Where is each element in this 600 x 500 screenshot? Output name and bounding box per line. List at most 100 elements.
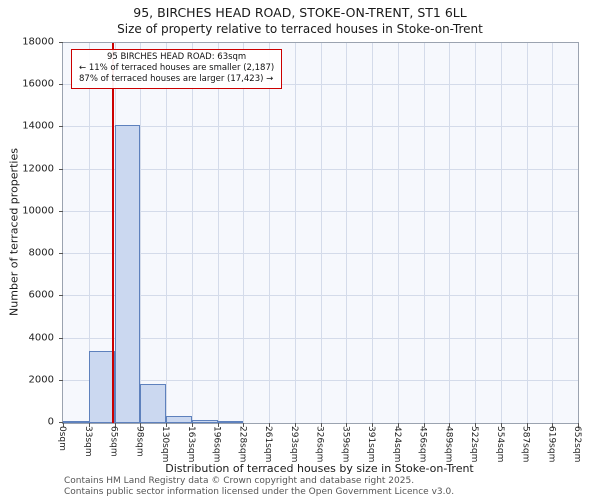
v-gridline bbox=[320, 43, 322, 423]
x-tick-label: 587sqm bbox=[520, 426, 531, 463]
v-gridline bbox=[140, 43, 142, 423]
annotation-line-3: 87% of terraced houses are larger (17,42… bbox=[79, 74, 274, 84]
v-gridline bbox=[372, 43, 373, 423]
x-tick-mark bbox=[166, 423, 167, 427]
x-tick-mark bbox=[294, 423, 296, 427]
x-tick-mark bbox=[320, 423, 322, 427]
v-gridline bbox=[166, 43, 167, 423]
y-tick-mark bbox=[59, 337, 63, 339]
y-tick-mark bbox=[59, 210, 63, 212]
x-tick-label: 130sqm bbox=[160, 426, 170, 463]
x-tick-mark bbox=[243, 423, 245, 427]
footer-line-1: Contains HM Land Registry data © Crown c… bbox=[64, 476, 415, 486]
plot-area: 95 BIRCHES HEAD ROAD: 63sqm ← 11% of ter… bbox=[59, 42, 579, 427]
y-tick-label: 14000 bbox=[22, 120, 54, 132]
annotation-line-2: ← 11% of terraced houses are smaller (2,… bbox=[79, 63, 275, 73]
x-tick-mark bbox=[191, 423, 193, 427]
annotation-box: 95 BIRCHES HEAD ROAD: 63sqm ← 11% of ter… bbox=[71, 49, 283, 89]
y-tick-mark bbox=[59, 422, 63, 423]
y-tick-label: 12000 bbox=[22, 163, 54, 175]
property-marker-line bbox=[111, 43, 114, 423]
y-tick-label: 2000 bbox=[28, 374, 54, 386]
x-tick-label: 293sqm bbox=[288, 426, 299, 463]
x-tick-mark bbox=[552, 423, 554, 427]
histogram-bar bbox=[63, 421, 89, 423]
v-gridline bbox=[423, 43, 425, 423]
x-tick-mark bbox=[217, 423, 219, 427]
x-tick-label: 0sqm bbox=[57, 426, 67, 451]
x-tick-mark bbox=[423, 423, 425, 427]
v-gridline bbox=[88, 43, 90, 423]
histogram-bar bbox=[217, 421, 244, 423]
footer-line-2: Contains public sector information licen… bbox=[64, 486, 455, 497]
x-tick-mark bbox=[88, 423, 90, 427]
chart-title: 95, BIRCHES HEAD ROAD, STOKE-ON-TRENT, S… bbox=[133, 5, 467, 20]
x-tick-mark bbox=[269, 423, 270, 427]
v-gridline bbox=[500, 43, 502, 423]
x-tick-mark bbox=[578, 423, 579, 427]
x-tick-label: 489sqm bbox=[443, 426, 454, 463]
x-tick-label: 65sqm bbox=[108, 426, 119, 457]
v-gridline bbox=[346, 43, 348, 423]
x-tick-label: 522sqm bbox=[469, 426, 479, 463]
histogram-bar bbox=[166, 415, 192, 423]
x-tick-mark bbox=[114, 423, 116, 427]
y-axis-ticks: 0 2000 4000 6000 8000 10000 12000 14000 16000 180… bbox=[0, 37, 58, 428]
x-tick-label: 163sqm bbox=[185, 426, 196, 463]
v-gridline bbox=[269, 43, 270, 423]
y-tick-label: 10000 bbox=[22, 205, 54, 217]
x-tick-label: 619sqm bbox=[546, 426, 557, 463]
x-tick-mark bbox=[63, 423, 64, 427]
y-tick-mark bbox=[59, 126, 63, 128]
y-tick-mark bbox=[59, 253, 63, 255]
x-tick-label: 196sqm bbox=[211, 426, 222, 463]
y-tick-label: 6000 bbox=[28, 289, 54, 301]
x-tick-label: 652sqm bbox=[572, 426, 582, 463]
x-tick-label: 261sqm bbox=[263, 426, 273, 463]
x-tick-mark bbox=[372, 423, 373, 427]
y-tick-label: 0 bbox=[47, 416, 54, 428]
v-gridline bbox=[526, 43, 528, 423]
y-tick-mark bbox=[59, 42, 63, 43]
x-axis-label: Distribution of terraced houses by size … bbox=[165, 462, 474, 475]
x-tick-label: 326sqm bbox=[314, 426, 325, 463]
chart-subtitle: Size of property relative to terraced ho… bbox=[117, 22, 483, 36]
x-tick-label: 33sqm bbox=[82, 426, 93, 457]
x-tick-mark bbox=[140, 423, 142, 427]
histogram-bar bbox=[88, 351, 115, 423]
x-tick-label: 359sqm bbox=[340, 426, 351, 463]
x-axis-ticks: 0sqm 33sqm 65sqm 98sqm 130sqm 163sqm 196sqm 228… bbox=[57, 424, 582, 463]
v-gridline bbox=[449, 43, 451, 423]
footer: Contains HM Land Registry data © Crown c… bbox=[64, 476, 454, 497]
x-tick-mark bbox=[397, 423, 399, 427]
y-tick-label: 16000 bbox=[22, 78, 54, 90]
x-tick-mark bbox=[346, 423, 348, 427]
y-tick-label: 18000 bbox=[22, 36, 54, 48]
x-tick-mark bbox=[449, 423, 451, 427]
v-gridline bbox=[397, 43, 399, 423]
v-gridline bbox=[475, 43, 476, 423]
v-gridline bbox=[217, 43, 219, 423]
v-gridline bbox=[294, 43, 296, 423]
x-tick-mark bbox=[500, 423, 502, 427]
y-tick-label: 4000 bbox=[28, 332, 54, 344]
x-tick-mark bbox=[526, 423, 528, 427]
y-tick-label: 8000 bbox=[28, 247, 54, 259]
x-tick-label: 391sqm bbox=[366, 426, 376, 463]
x-tick-label: 424sqm bbox=[391, 426, 402, 463]
v-gridline bbox=[191, 43, 193, 423]
x-tick-label: 228sqm bbox=[237, 426, 248, 463]
x-tick-label: 554sqm bbox=[494, 426, 505, 463]
x-tick-label: 98sqm bbox=[134, 426, 145, 457]
annotation-line-1: 95 BIRCHES HEAD ROAD: 63sqm bbox=[106, 52, 247, 62]
histogram-bar bbox=[114, 125, 141, 423]
histogram-bar bbox=[140, 383, 166, 423]
v-gridline bbox=[552, 43, 554, 423]
x-tick-label: 456sqm bbox=[417, 426, 428, 463]
v-gridline bbox=[243, 43, 245, 423]
y-tick-mark bbox=[59, 295, 63, 297]
y-tick-mark bbox=[59, 379, 63, 381]
histogram-bar bbox=[191, 420, 218, 423]
y-tick-mark bbox=[59, 84, 63, 86]
